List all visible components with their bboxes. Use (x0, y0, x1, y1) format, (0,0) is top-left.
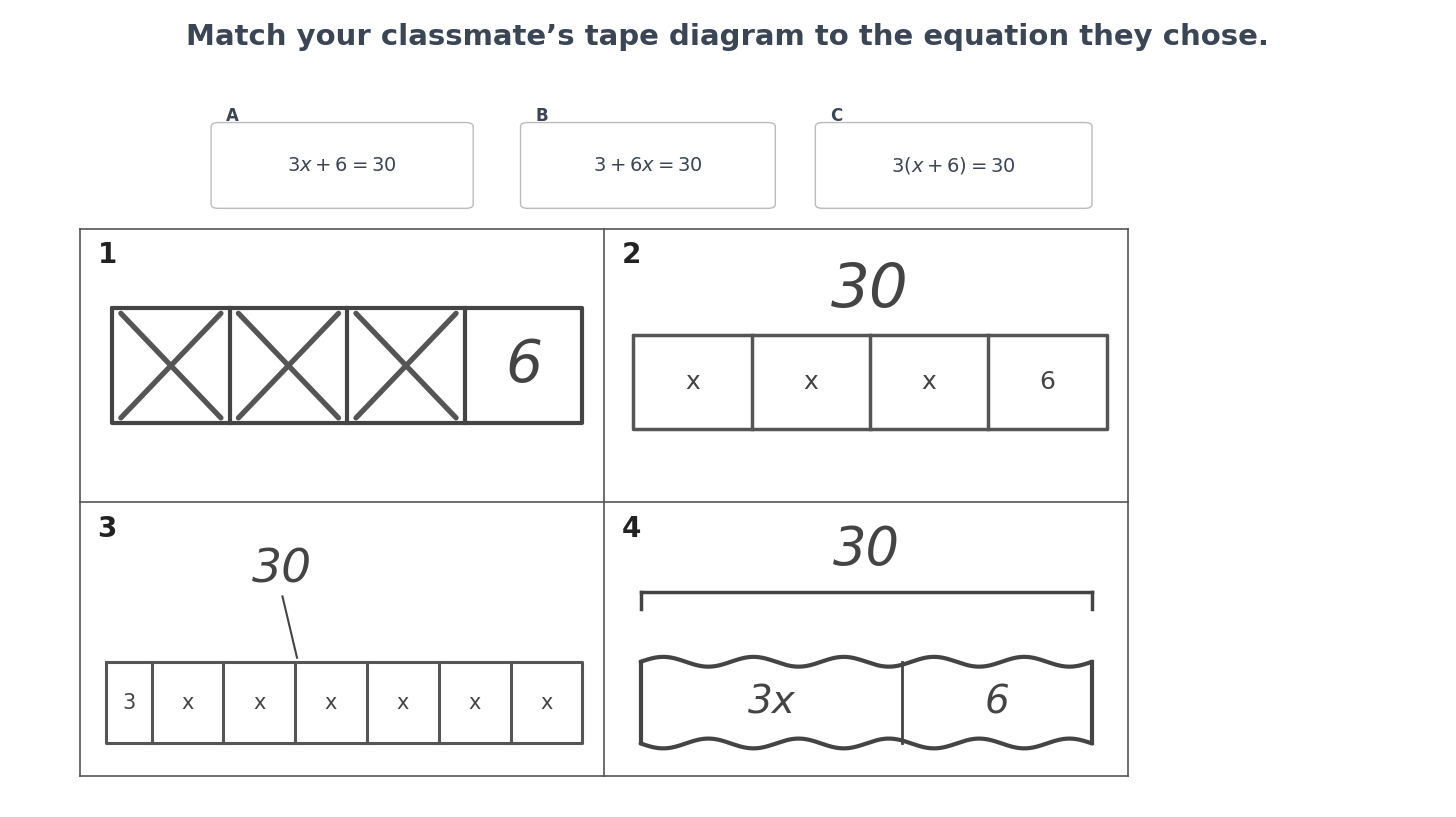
Text: x: x (804, 370, 818, 394)
Text: Match your classmate’s tape diagram to the equation they chose.: Match your classmate’s tape diagram to t… (186, 23, 1270, 51)
Text: 6: 6 (505, 337, 542, 394)
Text: x: x (253, 693, 265, 712)
Text: 3x: 3x (748, 684, 795, 721)
Text: 3: 3 (122, 693, 135, 712)
Text: x: x (469, 693, 480, 712)
Text: A: A (226, 107, 239, 125)
Text: 30: 30 (831, 261, 909, 319)
Text: 30: 30 (833, 524, 900, 576)
Text: $3x + 6 = 30$: $3x + 6 = 30$ (287, 156, 397, 175)
FancyBboxPatch shape (521, 123, 775, 208)
Text: 3: 3 (98, 515, 116, 542)
Text: C: C (830, 107, 842, 125)
Text: x: x (922, 370, 936, 394)
Text: $3 + 6x = 30$: $3 + 6x = 30$ (593, 156, 703, 175)
Text: 6: 6 (984, 684, 1009, 721)
Text: B: B (536, 107, 547, 125)
Text: 30: 30 (252, 547, 313, 592)
Text: x: x (325, 693, 338, 712)
Text: $3(x + 6) = 30$: $3(x + 6) = 30$ (891, 155, 1016, 176)
Text: 1: 1 (98, 241, 116, 269)
Text: x: x (686, 370, 700, 394)
Text: x: x (181, 693, 194, 712)
Text: 2: 2 (622, 241, 641, 269)
Text: x: x (396, 693, 409, 712)
FancyBboxPatch shape (815, 123, 1092, 208)
Text: 6: 6 (1040, 370, 1056, 394)
FancyBboxPatch shape (211, 123, 473, 208)
Text: 4: 4 (622, 515, 641, 542)
Text: x: x (540, 693, 553, 712)
